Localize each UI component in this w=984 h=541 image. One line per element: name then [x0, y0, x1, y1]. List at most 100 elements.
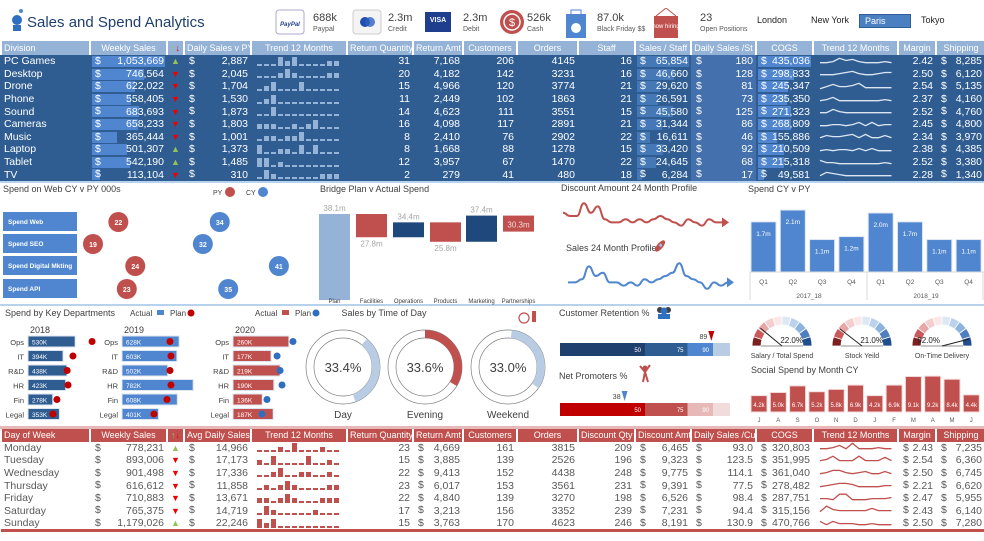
gauge-label: On-Time Delivery — [915, 353, 970, 360]
quarter-label: Q3 — [935, 279, 944, 286]
spend-row[interactable]: Spend Digital Mkting 24 41 — [3, 256, 289, 276]
table-row[interactable]: Sound $683,693 ▼ $1,873 14 4,623 111 3551 15 $45,… — [1, 105, 984, 118]
cy-bubble — [268, 256, 289, 276]
city-button-paris[interactable]: Paris — [859, 14, 911, 28]
cell-orders: 1863 — [517, 93, 578, 106]
spend-row[interactable]: Spend SEO 19 32 — [3, 234, 213, 254]
city-button-london[interactable]: London — [757, 15, 788, 25]
sort-arrows-icon[interactable]: ↑↓ — [166, 41, 184, 55]
trend-bar — [278, 126, 283, 129]
trend-bar — [306, 76, 311, 79]
currency-symbol: $ — [696, 105, 702, 118]
table-row[interactable]: Cameras $658,233 ▼ $1,803 16 4,098 117 2891 21 $3… — [1, 117, 984, 131]
column-header-customers[interactable]: Customers — [462, 426, 517, 442]
actual-label: 394K — [32, 354, 48, 361]
table-row[interactable]: PC Games $1,053,669 ▲ $2,887 31 7,168 206 4145 1… — [1, 55, 984, 68]
value: 139 — [496, 492, 514, 505]
column-header-division[interactable]: Division — [0, 41, 90, 55]
cell-staff: 21 — [578, 80, 635, 93]
actual-label: 136K — [237, 398, 253, 405]
column-header-customers[interactable]: Customers — [462, 41, 517, 55]
table-row[interactable]: Sunday $1,179,026 ▲ $22,246 15 $3,763 170 4623 2… — [1, 517, 984, 531]
cell-arrow: ▼ — [167, 454, 184, 467]
bullet-band — [645, 343, 688, 356]
table-row[interactable]: Laptop $501,307 ▲ $1,373 8 1,668 88 1278 15 $33,4… — [1, 143, 984, 156]
sort-arrows-icon[interactable]: ↑↓ — [166, 426, 184, 442]
bar-label: 1.7m — [756, 231, 770, 238]
bullet-band — [687, 403, 713, 416]
currency-symbol: $ — [640, 517, 646, 530]
city-button-tokyo[interactable]: Tokyo — [921, 15, 945, 25]
actual-bar — [232, 393, 263, 406]
trend-bar — [320, 114, 325, 117]
value: 46,660 — [655, 67, 688, 80]
column-header-shipping[interactable]: Shipping — [935, 41, 984, 55]
column-header-trend-months[interactable]: Trend 12 Months — [812, 426, 898, 442]
table-row[interactable]: Wednesday $901,498 ▼ $17,336 22 $9,413 152 4438… — [1, 467, 984, 480]
trend-bar — [327, 101, 332, 104]
table-row[interactable]: Desktop $746,564 ▼ $2,045 20 4,182 142 3231 16 $4… — [1, 67, 984, 81]
column-header-daily-sales-cus[interactable]: Daily Sales /Cus — [690, 426, 756, 442]
value: 102 — [496, 93, 514, 106]
column-header-weekly-sales[interactable]: Weekly Sales — [89, 426, 167, 442]
table-row[interactable]: TV $113,104 ▼ $310 2 279 41 480 18 $6,284 $17 $49,5… — [1, 168, 984, 181]
trend-bar — [299, 63, 304, 66]
cell-margin: 2.52 — [898, 156, 936, 169]
column-header-return-amt[interactable]: Return Amt — [412, 426, 463, 442]
column-header-staff[interactable]: Staff — [577, 41, 635, 55]
column-header-trend-months[interactable]: Trend 12 Months — [250, 41, 347, 55]
month-label: J — [758, 418, 761, 424]
table-row[interactable]: Phone $558,405 ▼ $1,530 11 2,449 102 1863 21 $26,… — [1, 92, 984, 106]
trend-bar — [306, 513, 311, 516]
cy-bubble — [209, 212, 230, 232]
cell-trend-months — [813, 80, 898, 93]
table-row[interactable]: Tablet $542,190 ▲ $1,485 12 3,957 67 1470 22 $24,… — [1, 155, 984, 169]
column-header-orders[interactable]: Orders — [516, 426, 578, 442]
cell-cogs: $298,833 — [756, 68, 813, 81]
spend-row[interactable]: Spend Web 22 34 — [3, 212, 230, 232]
table-row[interactable]: Tuesday $893,006 ▼ $17,173 15 $3,885 139 2526 19… — [1, 454, 984, 467]
column-header-trend-months[interactable]: Trend 12 Months — [812, 41, 898, 55]
table-row[interactable]: Saturday $765,375 ▼ $14,719 17 $3,213 156 3352 2… — [1, 504, 984, 517]
column-header-margin[interactable]: Margin — [897, 41, 936, 55]
cell-trend-months — [813, 517, 898, 531]
value: 2526 — [551, 454, 575, 467]
column-header-day-of-week[interactable]: Day of Week — [0, 426, 90, 442]
bridge-bar-facilities — [356, 214, 387, 238]
trend-bar — [334, 60, 339, 66]
column-header-discount-qty[interactable]: Discount Qty — [577, 426, 635, 442]
table-row[interactable]: Friday $710,883 ▼ $13,671 22 $4,840 139 3270 198… — [1, 492, 984, 505]
column-header-daily-sales-v-py[interactable]: Daily Sales v PY — [183, 41, 251, 55]
column-header-orders[interactable]: Orders — [516, 41, 578, 55]
cell-division: Desktop — [1, 68, 90, 81]
column-header-trend-months[interactable]: Trend 12 Months — [250, 426, 347, 442]
social-bar — [885, 384, 903, 413]
column-header-shipping[interactable]: Shipping — [935, 426, 984, 442]
value: 268,809 — [772, 118, 810, 131]
currency-symbol: $ — [418, 466, 424, 479]
cell-orders: 1470 — [517, 156, 578, 169]
column-header-sales-staff[interactable]: Sales / Staff — [634, 41, 691, 55]
column-header-margin[interactable]: Margin — [897, 426, 936, 442]
column-header-daily-sales-st[interactable]: Daily Sales /St — [690, 41, 756, 55]
column-header-avg-daily-sales[interactable]: Avg Daily Sales — [183, 426, 251, 442]
chart-title: Spend CY v PY — [748, 184, 810, 194]
table-row[interactable]: Monday $778,231 ▲ $14,966 23 $4,669 161 3815 209… — [1, 442, 984, 455]
table-row[interactable]: Drone $622,022 ▼ $1,704 15 4,966 120 3774 21 $29,… — [1, 80, 984, 93]
trend-bar — [334, 164, 339, 167]
column-header-cogs[interactable]: COGS — [755, 41, 813, 55]
column-header-discount-amt[interactable]: Discount Amt — [634, 426, 691, 442]
table-row[interactable]: Music $365,444 ▼ $1,001 8 2,410 76 2902 22 $16,61… — [1, 130, 984, 144]
city-button-new-york[interactable]: New York — [811, 15, 850, 25]
spend-row[interactable]: Spend API 23 35 — [3, 279, 239, 299]
column-header-cogs[interactable]: COGS — [755, 426, 813, 442]
value: 125 — [735, 105, 753, 118]
table-row[interactable]: Thursday $616,612 ▼ $11,858 23 $6,017 153 3561 2… — [1, 479, 984, 492]
value: 4,182 — [433, 67, 460, 80]
column-header-return-amt[interactable]: Return Amt — [412, 41, 463, 55]
column-header-return-quantity[interactable]: Return Quantity — [346, 426, 413, 442]
column-header-weekly-sales[interactable]: Weekly Sales — [89, 41, 167, 55]
column-header-return-quantity[interactable]: Return Quantity — [346, 41, 413, 55]
bridge-category: Partnerships — [502, 299, 536, 305]
value: 46 — [741, 130, 753, 143]
